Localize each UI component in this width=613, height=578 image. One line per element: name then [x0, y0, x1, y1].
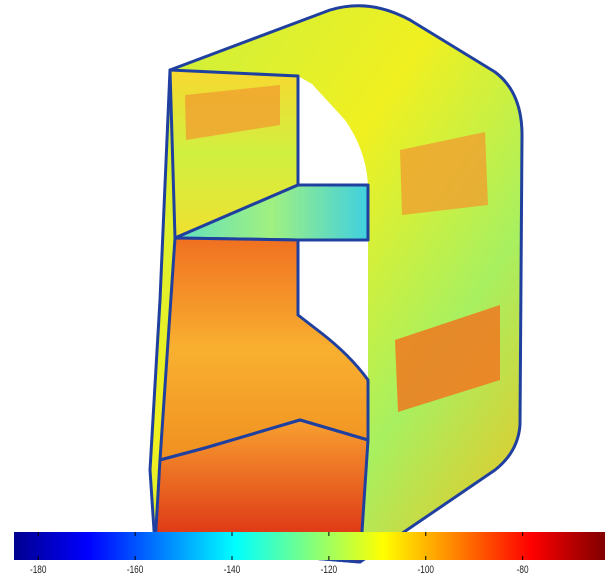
- colorbar: [14, 532, 605, 560]
- lower-opening: [298, 240, 368, 380]
- right-lower-patch: [395, 305, 500, 412]
- tick-label: -180: [30, 564, 47, 576]
- colorbar-ticks: -180 -160 -140 -120 -100 -80: [30, 532, 529, 576]
- tick-label: -100: [418, 564, 435, 576]
- tick-label: -120: [321, 564, 338, 576]
- tick-label: -140: [224, 564, 241, 576]
- tick-label: -80: [517, 564, 529, 576]
- structure-render: [148, 4, 524, 564]
- left-upper-patch: [185, 85, 280, 140]
- tick-label: -160: [127, 564, 144, 576]
- right-upper-patch: [400, 132, 488, 215]
- upper-opening: [298, 76, 368, 185]
